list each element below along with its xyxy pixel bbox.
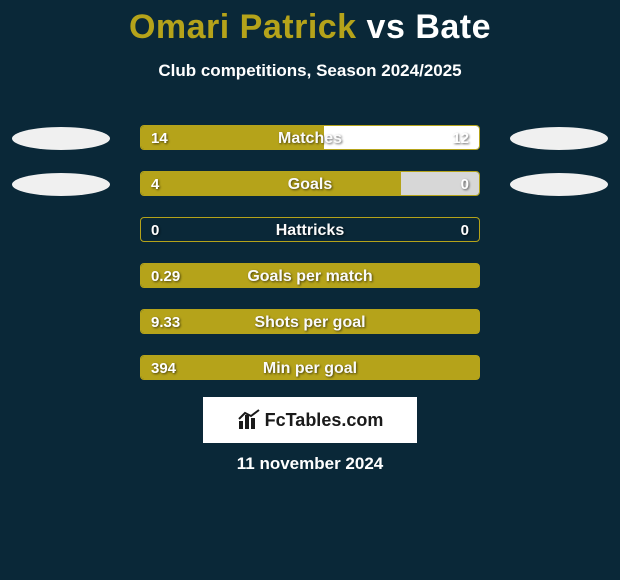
stat-bar: Hattricks0 0 bbox=[140, 217, 480, 242]
stat-row: Hattricks0 0 bbox=[0, 207, 620, 253]
stat-value-player1: 9.33 bbox=[151, 310, 180, 335]
stat-row: Matches14 12 bbox=[0, 115, 620, 161]
stat-value-player1: 0.29 bbox=[151, 264, 180, 289]
date-label: 11 november 2024 bbox=[0, 454, 620, 474]
player1-marker bbox=[12, 127, 110, 150]
stat-bar: Shots per goal9.33 bbox=[140, 309, 480, 334]
logo-text: FcTables.com bbox=[265, 410, 384, 431]
stat-label: Min per goal bbox=[141, 356, 479, 381]
stat-row: Shots per goal9.33 bbox=[0, 299, 620, 345]
player2-marker bbox=[510, 127, 608, 150]
stat-value-player1: 4 bbox=[151, 172, 159, 197]
stat-label: Matches bbox=[141, 126, 479, 151]
player2-marker bbox=[510, 173, 608, 196]
stat-bar: Goals per match0.29 bbox=[140, 263, 480, 288]
stat-row: Goals4 0 bbox=[0, 161, 620, 207]
stat-bar: Goals4 0 bbox=[140, 171, 480, 196]
subtitle: Club competitions, Season 2024/2025 bbox=[0, 61, 620, 81]
stat-label: Goals bbox=[141, 172, 479, 197]
stat-row: Goals per match0.29 bbox=[0, 253, 620, 299]
stat-label: Hattricks bbox=[141, 218, 479, 243]
stat-bar: Min per goal394 bbox=[140, 355, 480, 380]
stat-value-player2: 0 bbox=[461, 172, 469, 197]
title-player1: Omari Patrick bbox=[129, 8, 357, 46]
stat-value-player1: 394 bbox=[151, 356, 176, 381]
stat-label: Goals per match bbox=[141, 264, 479, 289]
player1-marker bbox=[12, 173, 110, 196]
stat-value-player1: 14 bbox=[151, 126, 168, 151]
title-player2: Bate bbox=[415, 8, 491, 46]
comparison-chart: Matches1412Goals40Hattricks00Goals per m… bbox=[0, 115, 620, 391]
chart-icon bbox=[237, 409, 261, 431]
page-title: Omari Patrick vs Bate bbox=[0, 0, 620, 47]
stat-label: Shots per goal bbox=[141, 310, 479, 335]
comparison-page: Omari Patrick vs Bate Club competitions,… bbox=[0, 0, 620, 580]
stat-value-player2: 12 bbox=[452, 126, 469, 151]
stat-value-player1: 0 bbox=[151, 218, 159, 243]
stat-value-player2: 0 bbox=[461, 218, 469, 243]
fctables-logo: FcTables.com bbox=[203, 397, 417, 443]
title-vs: vs bbox=[367, 8, 406, 46]
stat-bar: Matches14 12 bbox=[140, 125, 480, 150]
stat-row: Min per goal394 bbox=[0, 345, 620, 391]
